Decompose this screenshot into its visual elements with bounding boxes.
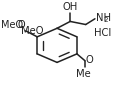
Text: NH: NH — [96, 13, 111, 23]
Text: HCl: HCl — [94, 28, 111, 38]
Text: O: O — [86, 55, 93, 65]
Text: MeO: MeO — [21, 26, 43, 36]
Text: OH: OH — [63, 2, 78, 12]
Text: 2: 2 — [103, 17, 108, 23]
Text: MeO: MeO — [1, 20, 23, 30]
Text: Me: Me — [76, 69, 91, 79]
Text: O: O — [18, 20, 25, 30]
